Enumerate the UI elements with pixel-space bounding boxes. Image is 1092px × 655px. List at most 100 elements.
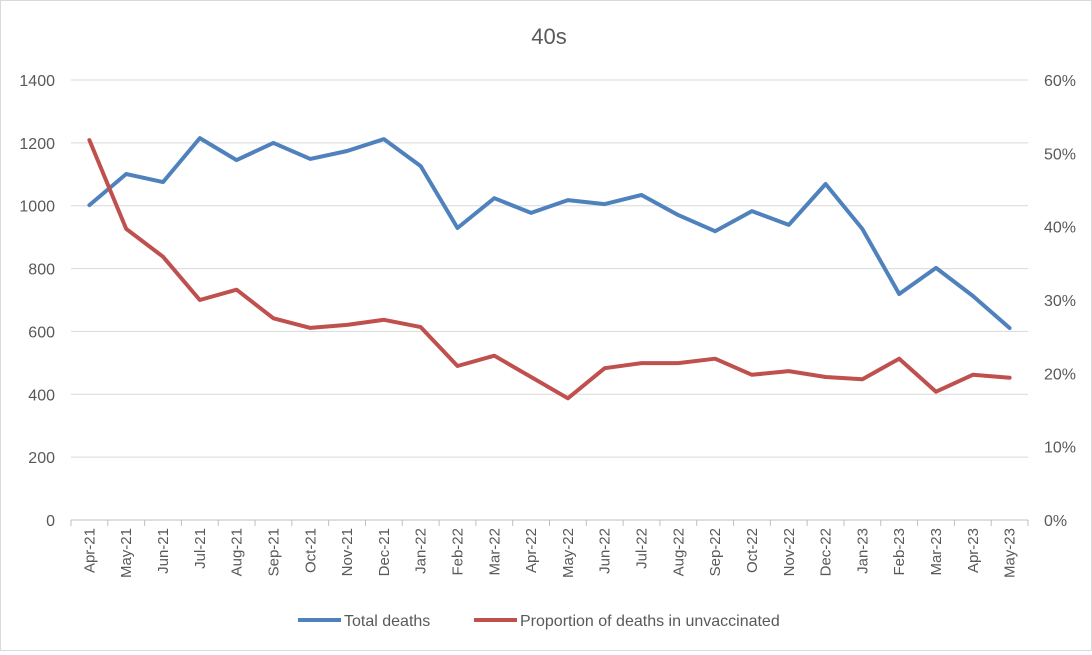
x-axis-tick-label: Jun-21 bbox=[155, 528, 172, 574]
x-axis-tick-label: Apr-23 bbox=[965, 528, 982, 573]
left-axis-tick-label: 800 bbox=[28, 262, 55, 279]
x-axis-tick-label: Oct-22 bbox=[744, 528, 761, 573]
data-point bbox=[456, 227, 458, 229]
x-axis-tick-label: Sep-21 bbox=[265, 528, 282, 576]
data-point bbox=[714, 358, 716, 360]
data-point bbox=[420, 165, 422, 167]
left-axis-tick-label: 400 bbox=[28, 387, 55, 404]
data-point bbox=[309, 158, 311, 160]
data-point bbox=[751, 210, 753, 212]
data-point bbox=[641, 362, 643, 364]
data-point bbox=[935, 267, 937, 269]
right-axis-tick-label: 60% bbox=[1044, 73, 1076, 90]
data-point bbox=[972, 295, 974, 297]
data-point bbox=[272, 142, 274, 144]
x-axis-tick-label: Jul-21 bbox=[192, 528, 209, 569]
x-axis-tick-label: Dec-21 bbox=[376, 528, 393, 576]
x-axis-tick-label: Mar-23 bbox=[928, 528, 945, 576]
x-axis-tick-label: Jun-22 bbox=[597, 528, 614, 574]
x-axis-tick-label: May-21 bbox=[118, 528, 135, 578]
left-axis-tick-label: 600 bbox=[28, 324, 55, 341]
data-point bbox=[493, 355, 495, 357]
x-axis-tick-label: Apr-22 bbox=[523, 528, 540, 573]
x-axis-tick-label: Jan-22 bbox=[413, 528, 430, 574]
x-axis-tick-label: Mar-22 bbox=[486, 528, 503, 576]
right-axis-tick-label: 20% bbox=[1044, 366, 1076, 383]
x-axis-ticks: Apr-21 May-21 Jun-21 Jul-21 Aug-21 Sep-21 Oct-… bbox=[70, 520, 1029, 578]
x-axis-tick-label: Oct-21 bbox=[302, 528, 319, 573]
x-axis-tick-label: Apr-21 bbox=[81, 528, 98, 573]
x-axis-tick-label: Feb-22 bbox=[449, 528, 466, 576]
left-axis-tick-label: 200 bbox=[28, 450, 55, 467]
x-axis-tick-label: May-22 bbox=[560, 528, 577, 578]
data-point bbox=[1009, 377, 1011, 379]
data-point bbox=[530, 376, 532, 378]
data-point bbox=[788, 224, 790, 226]
right-axis-tick-label: 40% bbox=[1044, 220, 1076, 237]
data-point bbox=[383, 138, 385, 140]
x-axis-tick-label: Nov-21 bbox=[339, 528, 356, 576]
data-point bbox=[972, 374, 974, 376]
legend: Total deaths Proportion of deaths in unv… bbox=[298, 613, 780, 630]
data-point bbox=[199, 299, 201, 301]
data-point bbox=[604, 203, 606, 205]
data-point bbox=[199, 137, 201, 139]
x-axis-tick-label: Jan-23 bbox=[854, 528, 871, 574]
data-point bbox=[236, 159, 238, 161]
left-axis-tick-label: 1200 bbox=[19, 136, 55, 153]
x-axis-tick-label: May-23 bbox=[1002, 528, 1019, 578]
data-point bbox=[420, 326, 422, 328]
data-point bbox=[935, 391, 937, 393]
legend-label-proportion-unvaccinated: Proportion of deaths in unvaccinated bbox=[520, 613, 780, 630]
data-point bbox=[861, 378, 863, 380]
left-axis-tick-label: 1400 bbox=[19, 73, 55, 90]
data-point bbox=[346, 150, 348, 152]
x-axis-tick-label: Aug-21 bbox=[229, 528, 246, 576]
left-axis-ticks: 0 200 400 600 800 1000 1200 1400 bbox=[19, 73, 55, 530]
x-axis-tick-label: Sep-22 bbox=[707, 528, 724, 576]
series-line-total-deaths bbox=[87, 136, 1012, 330]
x-axis-tick-label: Dec-22 bbox=[818, 528, 835, 576]
data-point bbox=[383, 319, 385, 321]
right-axis-tick-label: 50% bbox=[1044, 146, 1076, 163]
data-point bbox=[493, 197, 495, 199]
data-point bbox=[898, 293, 900, 295]
data-point bbox=[898, 358, 900, 360]
data-point bbox=[825, 183, 827, 185]
data-point bbox=[861, 228, 863, 230]
data-point bbox=[88, 139, 90, 141]
x-axis-tick-label: Aug-22 bbox=[670, 528, 687, 576]
data-point bbox=[567, 199, 569, 201]
data-point bbox=[825, 376, 827, 378]
data-point bbox=[125, 173, 127, 175]
data-point bbox=[88, 204, 90, 206]
chart-title: 40s bbox=[531, 24, 566, 49]
series-lines bbox=[87, 136, 1012, 401]
x-axis-tick-label: Jul-22 bbox=[634, 528, 651, 569]
data-point bbox=[641, 194, 643, 196]
data-point bbox=[1009, 327, 1011, 329]
data-point bbox=[751, 374, 753, 376]
data-point bbox=[162, 181, 164, 183]
right-axis-tick-label: 10% bbox=[1044, 440, 1076, 457]
data-point bbox=[272, 317, 274, 319]
data-point bbox=[677, 362, 679, 364]
data-point bbox=[567, 397, 569, 399]
x-axis-tick-label: Nov-22 bbox=[781, 528, 798, 576]
right-axis-tick-label: 0% bbox=[1044, 513, 1067, 530]
data-point bbox=[714, 230, 716, 232]
data-point bbox=[125, 228, 127, 230]
x-axis-tick-label: Feb-23 bbox=[891, 528, 908, 576]
data-point bbox=[677, 214, 679, 216]
right-axis-tick-label: 30% bbox=[1044, 293, 1076, 310]
data-point bbox=[530, 212, 532, 214]
data-point bbox=[346, 324, 348, 326]
left-axis-tick-label: 0 bbox=[46, 513, 55, 530]
left-axis-tick-label: 1000 bbox=[19, 199, 55, 216]
data-point bbox=[309, 327, 311, 329]
data-point bbox=[604, 367, 606, 369]
data-point bbox=[236, 289, 238, 291]
data-point bbox=[456, 365, 458, 367]
